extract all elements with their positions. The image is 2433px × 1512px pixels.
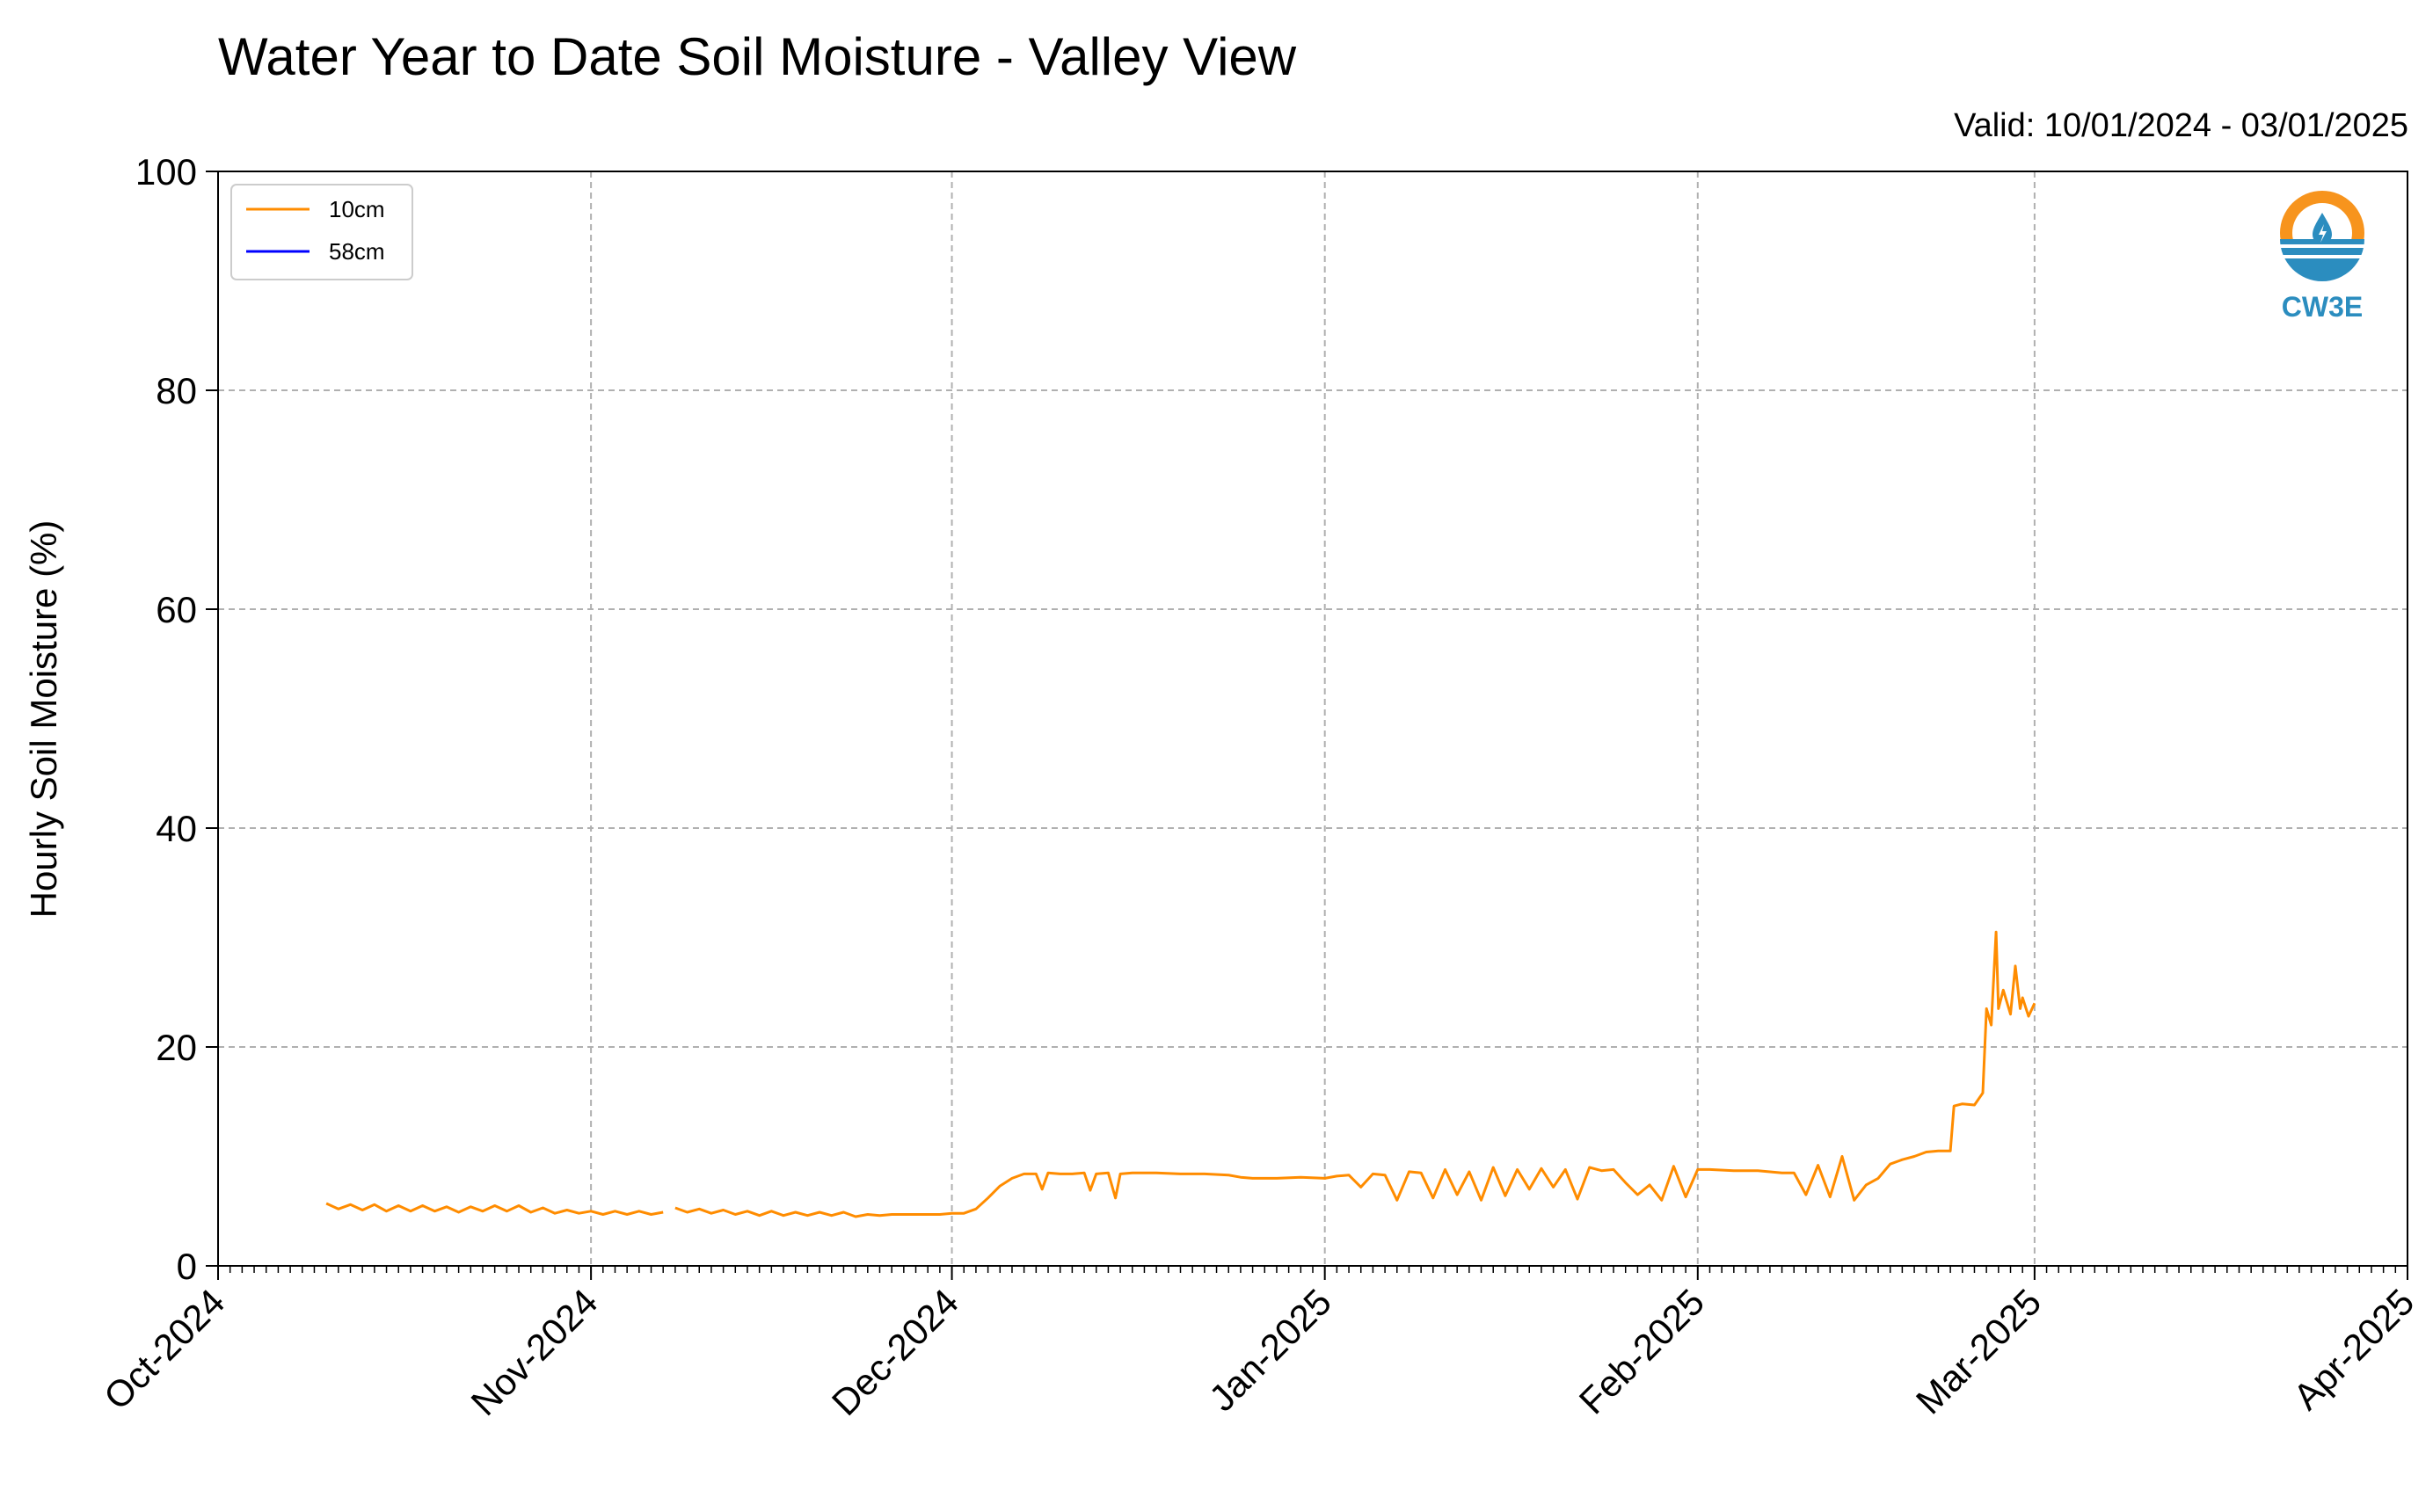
- x-tick-label: Feb-2025: [1571, 1281, 1712, 1421]
- x-tick-label: Nov-2024: [463, 1281, 605, 1423]
- plot-frame: [217, 171, 2408, 1267]
- valid-date-range: Valid: 10/01/2024 - 03/01/2025: [1954, 107, 2408, 144]
- y-tick-label: 80: [156, 370, 197, 411]
- y-tick-label: 100: [135, 151, 197, 193]
- axis-labels: 0 20 40 60 80 100 Oct-2024 Nov-2024 Dec-2024 Jan-…: [96, 151, 2422, 1423]
- series-line-10cm: [325, 930, 2036, 1218]
- x-tick-label: Dec-2024: [824, 1281, 966, 1423]
- x-tick-label: Oct-2024: [96, 1281, 232, 1417]
- x-tick-label: Apr-2025: [2285, 1281, 2422, 1417]
- y-axis-label: Hourly Soil Moisture (%): [23, 520, 64, 919]
- x-tick-label: Mar-2025: [1908, 1281, 2049, 1421]
- axis-ticks: [206, 171, 2408, 1280]
- x-tick-label: Jan-2025: [1201, 1281, 1339, 1419]
- y-tick-label: 40: [156, 808, 197, 849]
- legend-label-58cm: 58cm: [329, 238, 385, 265]
- y-tick-label: 20: [156, 1027, 197, 1068]
- series-lines: [325, 930, 2036, 1218]
- grid-lines: [218, 171, 2408, 1266]
- chart-title: Water Year to Date Soil Moisture - Valle…: [218, 27, 1297, 86]
- legend-label-10cm: 10cm: [329, 196, 385, 222]
- y-tick-label: 60: [156, 589, 197, 630]
- cw3e-logo: CW3E: [2265, 185, 2379, 325]
- logo-text: CW3E: [2282, 291, 2363, 323]
- legend: 10cm 58cm: [230, 184, 413, 280]
- legend-box: [230, 184, 413, 280]
- y-tick-label: 0: [177, 1246, 197, 1287]
